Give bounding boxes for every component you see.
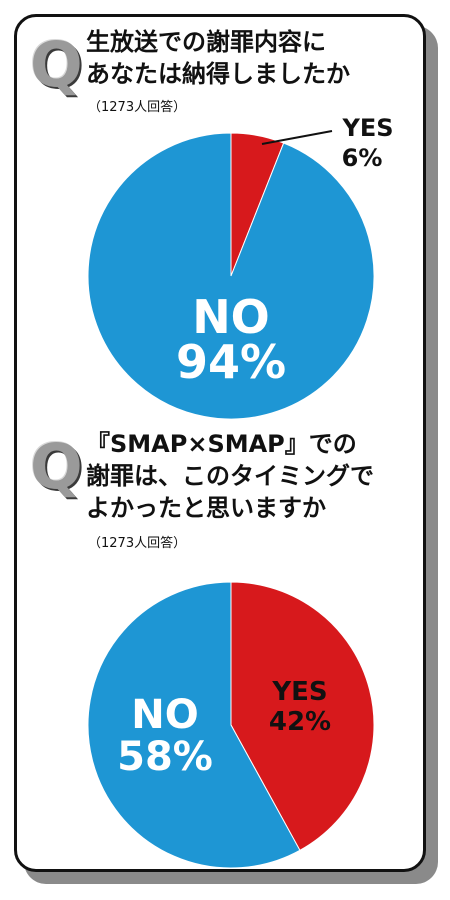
question-1-respondents: （1273人回答）: [88, 100, 187, 115]
question-2-q-mark: Q: [30, 430, 83, 503]
pie-2-value-yes: 42%: [269, 707, 331, 737]
question-1-title: 生放送での謝罪内容に あなたは納得しましたか: [86, 26, 350, 90]
pie-1-label-no: NO: [192, 290, 270, 344]
pie-2-label-no: NO: [131, 692, 198, 738]
pie-2-value-no: 58%: [117, 734, 213, 780]
pie-2-label-yes: YES: [271, 677, 327, 707]
question-2-respondents: （1273人回答）: [88, 536, 187, 551]
pie-1-slice-no: [87, 132, 375, 420]
question-1-q-mark: Q: [30, 28, 83, 101]
pie-1-label-yes: YES: [341, 114, 393, 142]
question-1-title-line: あなたは納得しましたか: [86, 60, 350, 88]
pie-2-slice-yes: [230, 581, 375, 851]
pie-1-value-no: 94%: [176, 335, 286, 389]
question-2-title-line: 『SMAP×SMAP』での: [86, 430, 357, 458]
pie-2-slice-no: [87, 581, 301, 869]
question-2-title-line: よかったと思いますか: [86, 494, 326, 522]
pie-1-value-yes: 6%: [342, 144, 383, 172]
question-2-title-line: 謝罪は、このタイミングで: [86, 462, 374, 490]
pie-1-leader-line: [261, 130, 333, 145]
question-1-title-line: 生放送での謝罪内容に: [86, 28, 326, 56]
question-2-title: 『SMAP×SMAP』での 謝罪は、このタイミングで よかったと思いますか: [86, 428, 374, 524]
